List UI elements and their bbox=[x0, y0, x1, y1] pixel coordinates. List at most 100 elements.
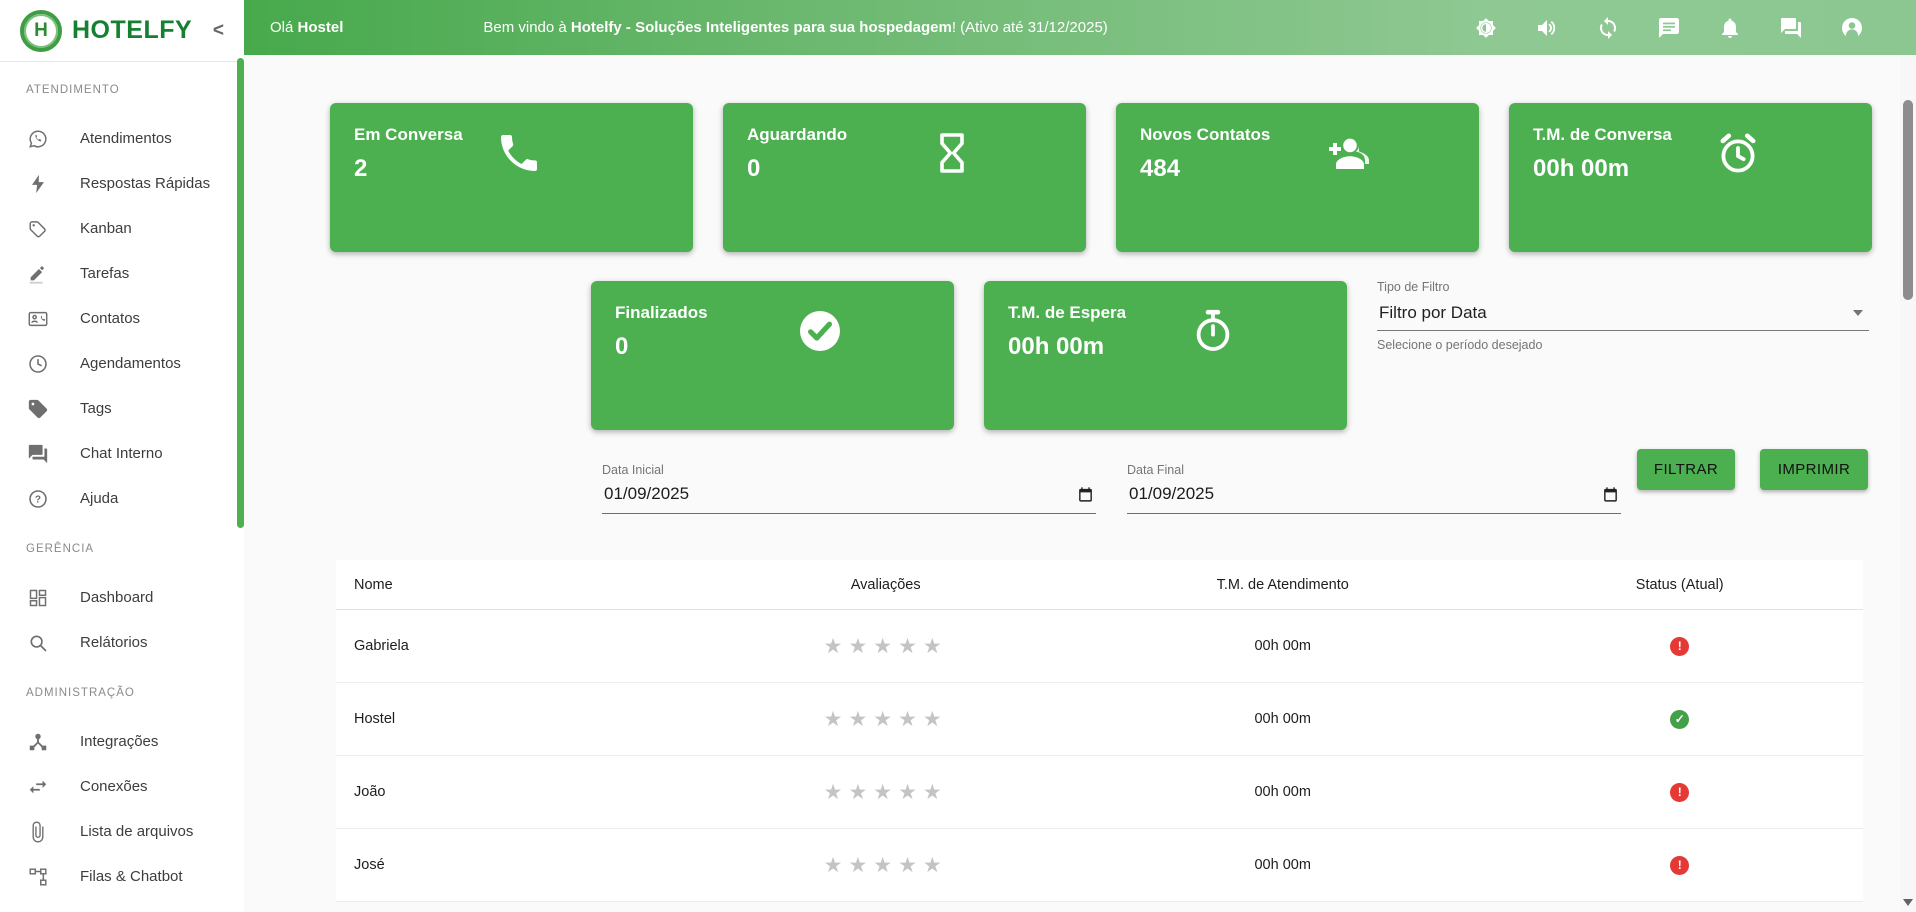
stat-card-novos-contatos: Novos Contatos 484 bbox=[1116, 103, 1479, 252]
filter-type-select[interactable]: Filtro por Data bbox=[1377, 294, 1869, 331]
agent-name: Hostel bbox=[354, 711, 396, 727]
bolt-icon bbox=[26, 172, 50, 196]
phone-icon bbox=[495, 129, 543, 177]
forum-icon[interactable] bbox=[1779, 16, 1803, 40]
status-ok-icon: ✓ bbox=[1670, 709, 1690, 729]
volume-icon[interactable] bbox=[1535, 16, 1559, 40]
kanban-tag-icon bbox=[26, 217, 50, 241]
clock-icon bbox=[26, 352, 50, 376]
date-end-label: Data Final bbox=[1127, 463, 1184, 477]
sidebar-item-label: Dashboard bbox=[80, 589, 154, 606]
column-header-nome: Nome bbox=[354, 576, 393, 593]
column-header-avaliacoes: Avaliações bbox=[850, 576, 921, 593]
sidebar-item-respostas-rapidas[interactable]: Respostas Rápidas bbox=[0, 161, 244, 206]
flow-icon bbox=[26, 865, 50, 889]
sidebar-item-lista-de-arquivos[interactable]: Lista de arquivos bbox=[0, 809, 244, 854]
filter-type-label: Tipo de Filtro bbox=[1377, 280, 1450, 294]
filtrar-button[interactable]: FILTRAR bbox=[1637, 449, 1735, 490]
status-alert-icon: ! bbox=[1670, 782, 1690, 802]
topbar: Olá Hostel Bem vindo à Hotelfy - Soluçõe… bbox=[244, 0, 1916, 55]
sidebar-item-label: Lista de arquivos bbox=[80, 823, 194, 840]
swap-icon bbox=[26, 775, 50, 799]
sidebar-scrollbar-thumb[interactable] bbox=[237, 58, 244, 528]
rating-stars: ★★★★★ bbox=[823, 853, 948, 877]
stat-card-em-conversa: Em Conversa 2 bbox=[330, 103, 693, 252]
sidebar-item-label: Contatos bbox=[80, 310, 141, 327]
rating-stars: ★★★★★ bbox=[823, 634, 948, 658]
agents-table: Nome Avaliações T.M. de Atendimento Stat… bbox=[336, 560, 1863, 902]
sidebar-item-filas-chatbot[interactable]: Filas & Chatbot bbox=[0, 854, 244, 899]
date-start-input[interactable]: 01/09/2025 bbox=[602, 477, 1096, 514]
account-icon[interactable] bbox=[1840, 16, 1864, 40]
sidebar-item-atendimentos[interactable]: Atendimentos bbox=[0, 116, 244, 161]
table-row: José ★★★★★ 00h 00m ! bbox=[336, 829, 1863, 902]
scroll-down-arrow-icon[interactable] bbox=[1903, 899, 1913, 906]
sidebar-item-label: Atendimentos bbox=[80, 130, 172, 147]
contact-card-icon bbox=[26, 307, 50, 331]
agent-name: Gabriela bbox=[354, 638, 409, 654]
table-header-row: Nome Avaliações T.M. de Atendimento Stat… bbox=[336, 560, 1863, 610]
section-title-atendimento: ATENDIMENTO bbox=[26, 84, 120, 96]
brightness-icon[interactable] bbox=[1474, 16, 1498, 40]
dashboard-icon bbox=[26, 586, 50, 610]
sidebar-item-agendamentos[interactable]: Agendamentos bbox=[0, 341, 244, 386]
main-scrollbar-thumb[interactable] bbox=[1903, 100, 1913, 300]
sync-icon[interactable] bbox=[1596, 16, 1620, 40]
sidebar-item-tarefas[interactable]: Tarefas bbox=[0, 251, 244, 296]
status-alert-icon: ! bbox=[1670, 636, 1690, 656]
imprimir-button[interactable]: IMPRIMIR bbox=[1760, 449, 1868, 490]
bell-icon[interactable] bbox=[1718, 16, 1742, 40]
sidebar-item-label: Integrações bbox=[80, 733, 159, 750]
calendar-icon[interactable] bbox=[1602, 486, 1619, 503]
dashboard-content: Em Conversa 2 Aguardando 0 Novos Contato… bbox=[244, 55, 1900, 912]
sidebar-item-dashboard[interactable]: Dashboard bbox=[0, 575, 244, 620]
welcome-message: Bem vindo à Hotelfy - Soluções Inteligen… bbox=[483, 19, 1108, 36]
sidebar-item-tags[interactable]: Tags bbox=[0, 386, 244, 431]
filter-type-value: Filtro por Data bbox=[1379, 303, 1487, 322]
sidebar: H HOTELFY < ATENDIMENTO Atendimentos Res… bbox=[0, 0, 244, 912]
sidebar-item-ajuda[interactable]: ? Ajuda bbox=[0, 476, 244, 521]
calendar-icon[interactable] bbox=[1077, 486, 1094, 503]
sidebar-item-integracoes[interactable]: Integrações bbox=[0, 719, 244, 764]
status-alert-icon: ! bbox=[1670, 855, 1690, 875]
main-scrollbar[interactable] bbox=[1900, 55, 1916, 912]
filter-type-box: Tipo de Filtro Filtro por Data Selecione… bbox=[1377, 280, 1869, 352]
stat-card-tm-espera: T.M. de Espera 00h 00m bbox=[984, 281, 1347, 430]
sidebar-item-conexoes[interactable]: Conexões bbox=[0, 764, 244, 809]
chat-note-icon[interactable] bbox=[1657, 16, 1681, 40]
stat-value: 00h 00m bbox=[1533, 155, 1630, 182]
sidebar-menu: ATENDIMENTO Atendimentos Respostas Rápid… bbox=[0, 84, 244, 899]
table-row: Gabriela ★★★★★ 00h 00m ! bbox=[336, 610, 1863, 683]
search-icon bbox=[26, 631, 50, 655]
stat-value: 00h 00m bbox=[1008, 333, 1105, 360]
logo-letter: H bbox=[34, 19, 48, 41]
greeting-text: Olá Hostel bbox=[270, 19, 344, 36]
whatsapp-icon bbox=[26, 127, 50, 151]
agent-tm: 00h 00m bbox=[1254, 638, 1311, 654]
hotelfy-logo-icon: H bbox=[20, 9, 62, 52]
stat-card-finalizados: Finalizados 0 bbox=[591, 281, 954, 430]
rating-stars: ★★★★★ bbox=[823, 780, 948, 804]
filter-helper-text: Selecione o período desejado bbox=[1377, 338, 1543, 352]
sidebar-item-chat-interno[interactable]: Chat Interno bbox=[0, 431, 244, 476]
sidebar-item-label: Tags bbox=[80, 400, 112, 417]
sidebar-item-label: Conexões bbox=[80, 778, 148, 795]
sidebar-item-kanban[interactable]: Kanban bbox=[0, 206, 244, 251]
sidebar-collapse-button[interactable]: < bbox=[212, 19, 224, 41]
agent-tm: 00h 00m bbox=[1254, 784, 1311, 800]
sidebar-item-relatorios[interactable]: Relátorios bbox=[0, 620, 244, 665]
sidebar-item-label: Tarefas bbox=[80, 265, 130, 282]
sidebar-item-label: Filas & Chatbot bbox=[80, 868, 183, 885]
check-circle-icon bbox=[796, 307, 844, 355]
stat-card-aguardando: Aguardando 0 bbox=[723, 103, 1086, 252]
agent-tm: 00h 00m bbox=[1254, 857, 1311, 873]
brand-name: HOTELFY bbox=[72, 16, 193, 44]
sidebar-item-contatos[interactable]: Contatos bbox=[0, 296, 244, 341]
date-end-input[interactable]: 01/09/2025 bbox=[1127, 477, 1621, 514]
sidebar-item-label: Chat Interno bbox=[80, 445, 163, 462]
hub-icon bbox=[26, 730, 50, 754]
sidebar-item-label: Respostas Rápidas bbox=[80, 175, 211, 192]
table-row: Hostel ★★★★★ 00h 00m ✓ bbox=[336, 683, 1863, 756]
dropdown-arrow-icon bbox=[1853, 310, 1863, 316]
